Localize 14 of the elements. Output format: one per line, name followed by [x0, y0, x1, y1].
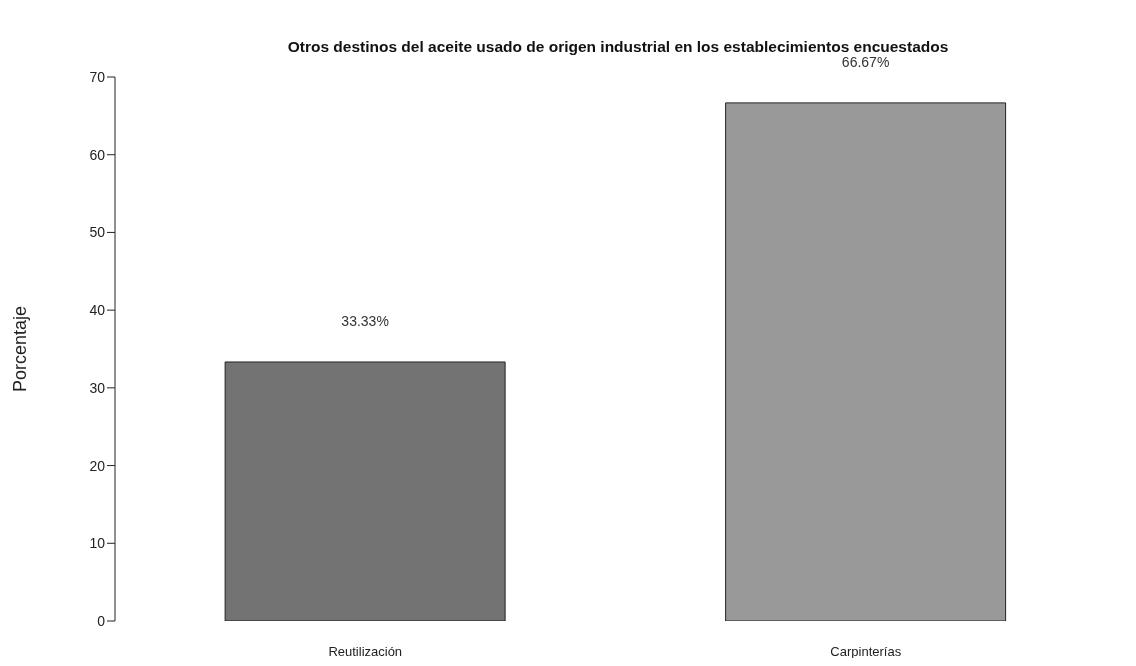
y-tick-label: 20 [89, 457, 106, 474]
y-tick-label: 70 [89, 68, 106, 85]
y-tick-label: 30 [89, 379, 106, 396]
y-tick-label: 60 [89, 146, 106, 163]
y-tick-label: 0 [97, 612, 106, 629]
y-axis-title: Porcentaje [10, 305, 31, 393]
y-tick-label: 10 [89, 535, 106, 552]
x-tick-label: Carpinterías [830, 644, 902, 660]
data-label: 66.67% [841, 53, 890, 70]
y-tick-label: 50 [89, 224, 106, 241]
x-tick-label: Reutilización [328, 644, 403, 660]
chart-title: Otros destinos del aceite usado de origen industrial en los establecimientos encuestados [286, 38, 950, 56]
data-label: 33.33% [341, 312, 389, 329]
y-tick-label: 40 [89, 302, 106, 319]
